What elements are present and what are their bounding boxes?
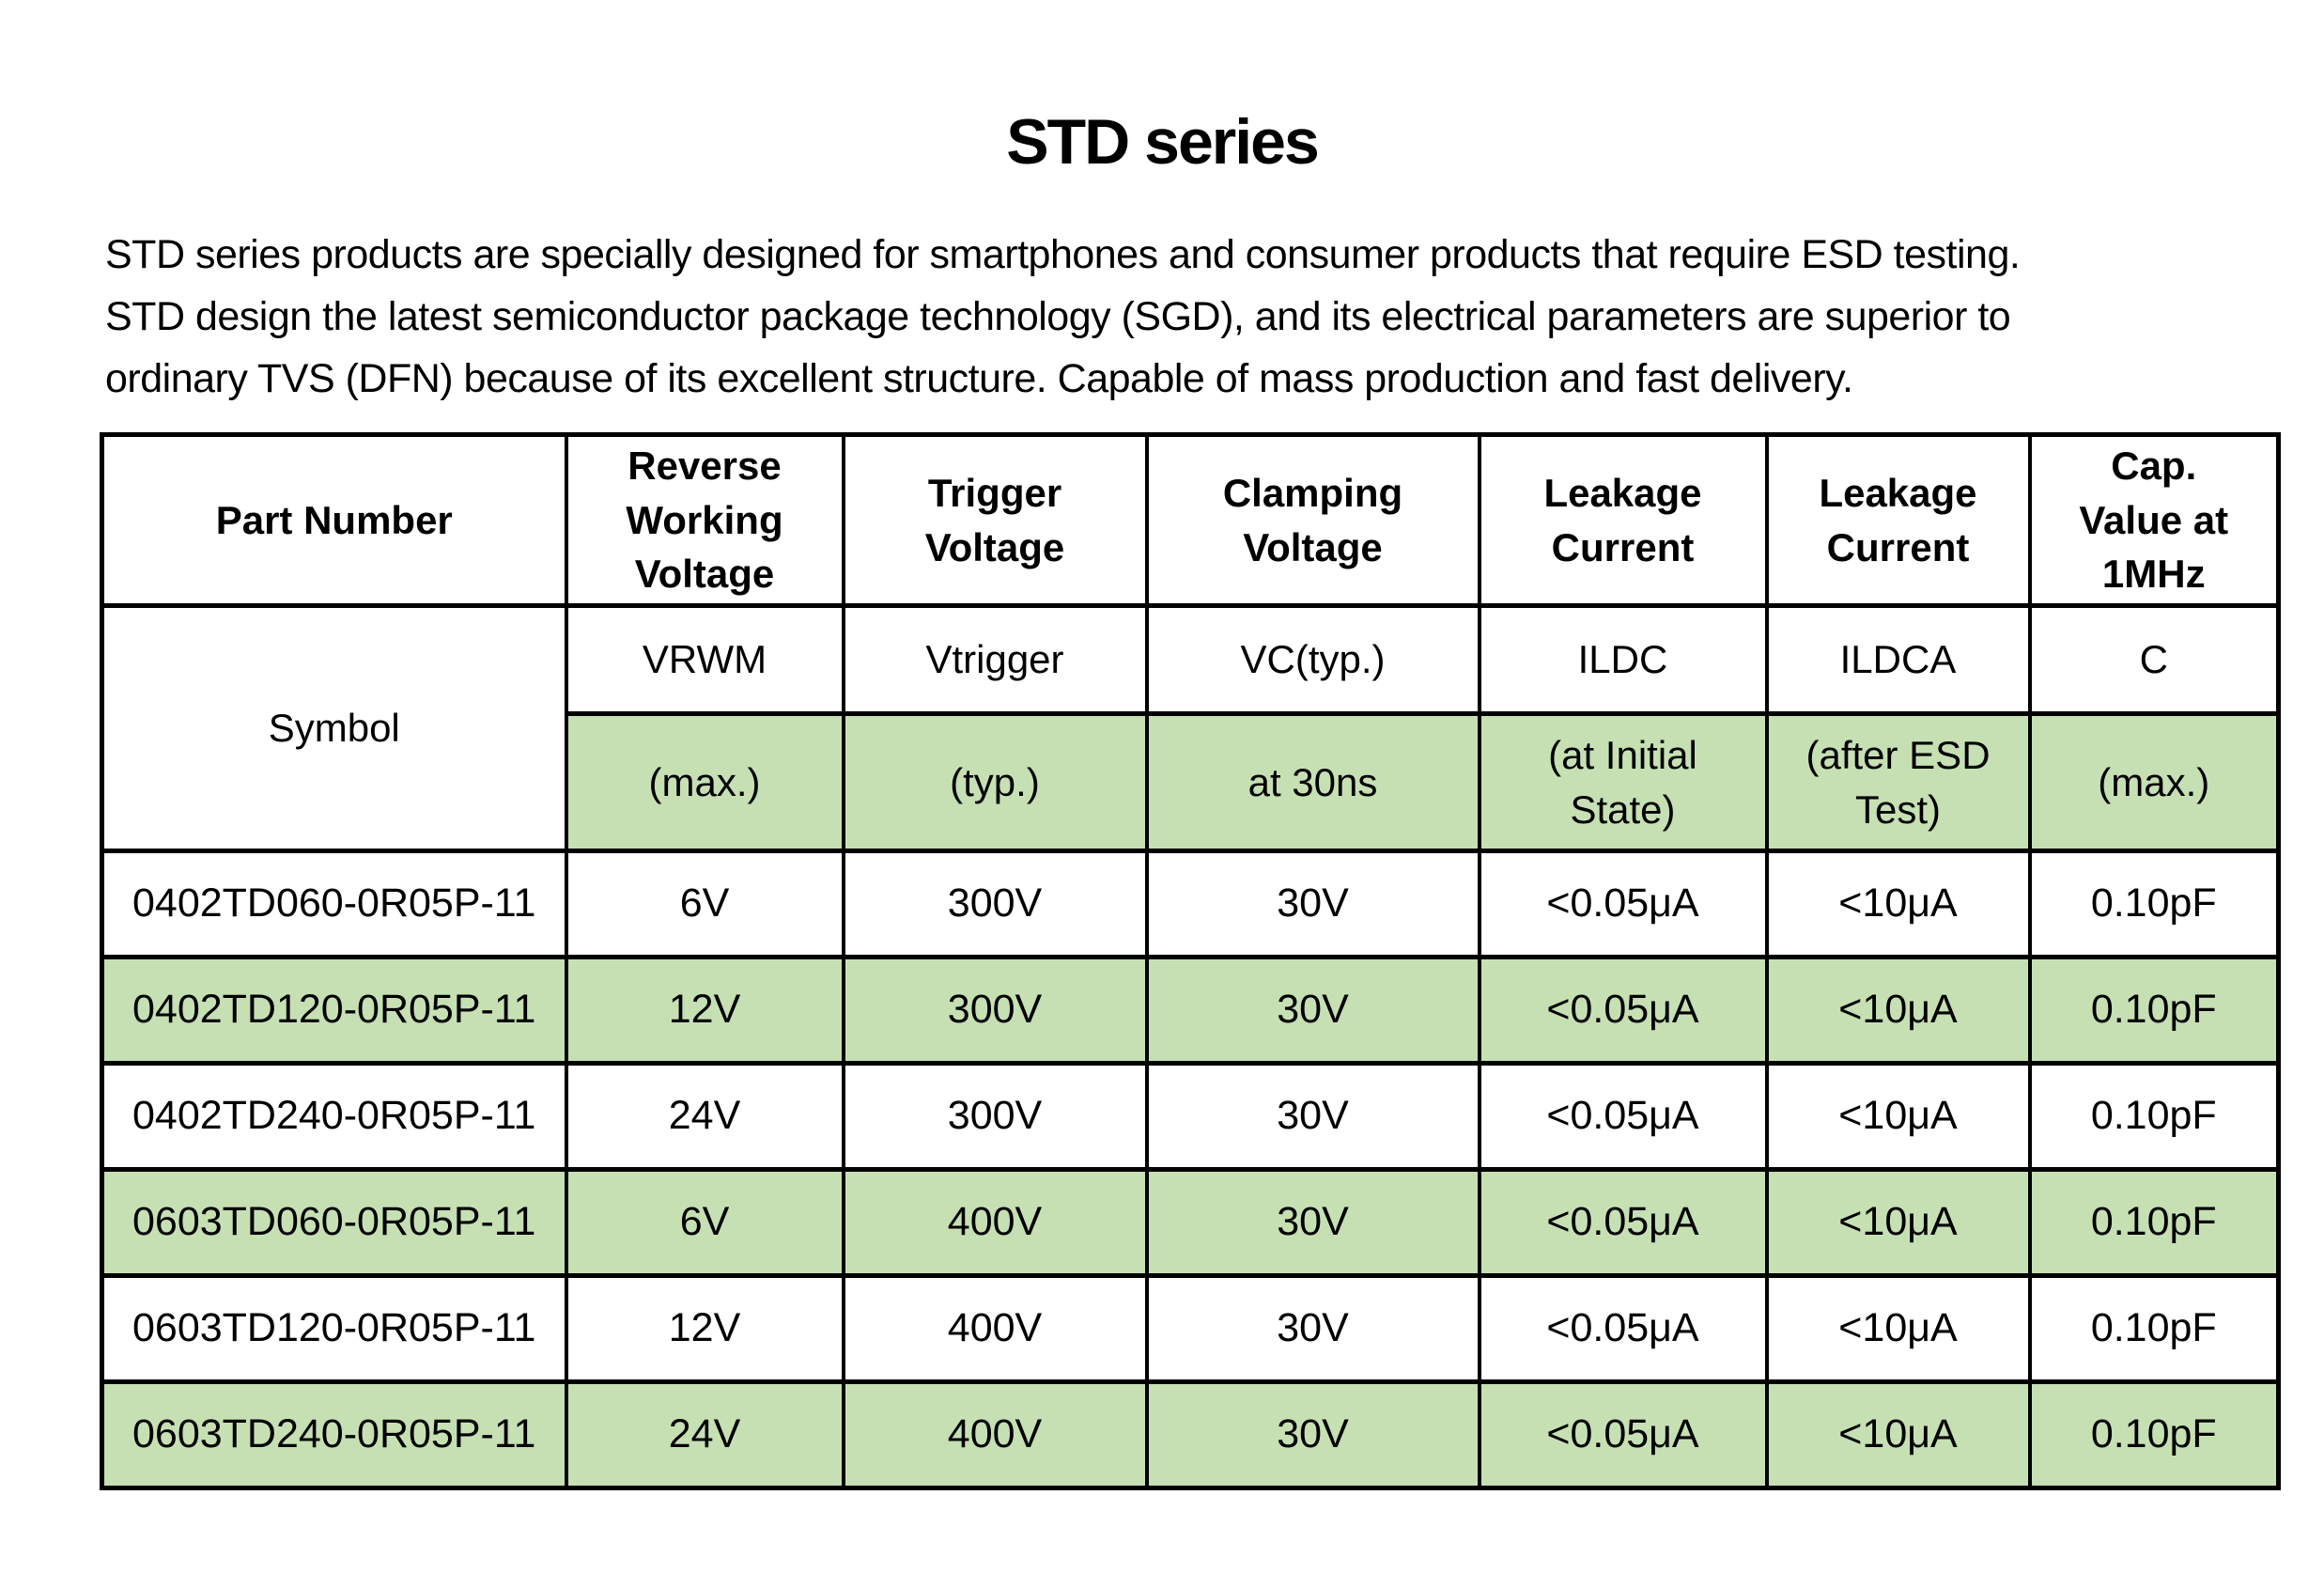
cell-vrwm: 12V [564,955,845,1066]
cell-part-number: 0402TD060-0R05P-11 [100,849,568,959]
cell-cap: 0.10pF [2027,1061,2281,1172]
cell-ildca: <10μA [1764,1379,2032,1490]
header-row: Part Number Reverse Working Voltage Trig… [100,432,2281,608]
header-reverse-working-voltage: Reverse Working Voltage [564,432,845,608]
symbol-ildc: ILDC [1477,603,1769,716]
table-row: 0402TD240-0R05P-11 24V 300V 30V <0.05μA … [100,1061,2281,1172]
cell-vtrigger: 300V [841,849,1149,959]
cell-vrwm: 12V [564,1273,845,1384]
condition-vtrigger: (typ.) [841,711,1149,853]
cell-vc: 30V [1144,1167,1481,1278]
cell-part-number: 0402TD120-0R05P-11 [100,955,568,1066]
cell-vtrigger: 300V [841,955,1149,1066]
cell-vtrigger: 400V [841,1167,1149,1278]
header-clamping-voltage: Clamping Voltage [1144,432,1481,608]
cell-vc: 30V [1144,1379,1481,1490]
condition-vrwm: (max.) [564,711,845,853]
condition-ildc: (at Initial State) [1477,711,1769,853]
header-trigger-voltage: Trigger Voltage [841,432,1149,608]
cell-ildca: <10μA [1764,1167,2032,1278]
cell-vc: 30V [1144,1273,1481,1384]
condition-vc: at 30ns [1144,711,1481,853]
cell-cap: 0.10pF [2027,1379,2281,1490]
cell-ildc: <0.05μA [1477,849,1769,959]
cell-part-number: 0603TD120-0R05P-11 [100,1273,568,1384]
cell-ildc: <0.05μA [1477,1167,1769,1278]
table-row: 0402TD060-0R05P-11 6V 300V 30V <0.05μA <… [100,849,2281,959]
cell-vc: 30V [1144,849,1481,959]
cell-vrwm: 24V [564,1379,845,1490]
header-leakage-current-after: Leakage Current [1764,432,2032,608]
cell-vc: 30V [1144,955,1481,1066]
cell-part-number: 0402TD240-0R05P-11 [100,1061,568,1172]
cell-cap: 0.10pF [2027,955,2281,1066]
symbol-label-cell: Symbol [100,603,568,853]
cell-cap: 0.10pF [2027,849,2281,959]
table-row: 0603TD120-0R05P-11 12V 400V 30V <0.05μA … [100,1273,2281,1384]
description-line-1: STD series products are specially design… [105,232,2021,277]
table-row: 0402TD120-0R05P-11 12V 300V 30V <0.05μA … [100,955,2281,1066]
cell-vrwm: 24V [564,1061,845,1172]
cell-ildc: <0.05μA [1477,1273,1769,1384]
symbol-c: C [2027,603,2281,716]
symbol-vc: VC(typ.) [1144,603,1481,716]
symbol-ildca: ILDCA [1764,603,2032,716]
cell-ildca: <10μA [1764,1061,2032,1172]
cell-ildc: <0.05μA [1477,1061,1769,1172]
symbol-vrwm: VRWM [564,603,845,716]
cell-part-number: 0603TD240-0R05P-11 [100,1379,568,1490]
cell-ildca: <10μA [1764,849,2032,959]
cell-vrwm: 6V [564,1167,845,1278]
symbol-vtrigger: Vtrigger [841,603,1149,716]
description-paragraph: STD series products are specially design… [105,224,2021,410]
cell-ildc: <0.05μA [1477,1379,1769,1490]
cell-vtrigger: 400V [841,1273,1149,1384]
symbol-row: Symbol VRWM Vtrigger VC(typ.) ILDC ILDCA… [100,603,2281,853]
condition-row: (max.) (typ.) at 30ns (at Initial State)… [102,711,2281,853]
spec-table: Part Number Reverse Working Voltage Trig… [100,432,2281,1490]
cell-vtrigger: 300V [841,1061,1149,1172]
cell-part-number: 0603TD060-0R05P-11 [100,1167,568,1278]
condition-cap: (max.) [2027,711,2281,853]
table-row: 0603TD060-0R05P-11 6V 400V 30V <0.05μA <… [100,1167,2281,1278]
cell-vc: 30V [1144,1061,1481,1172]
header-leakage-current-initial: Leakage Current [1477,432,1769,608]
table-row: 0603TD240-0R05P-11 24V 400V 30V <0.05μA … [100,1379,2281,1490]
cell-vtrigger: 400V [841,1379,1149,1490]
page-title: STD series [1006,106,1320,178]
cell-cap: 0.10pF [2027,1167,2281,1278]
description-line-3: ordinary TVS (DFN) because of its excell… [105,356,1853,401]
condition-ildca: (after ESD Test) [1764,711,2032,853]
cell-ildca: <10μA [1764,1273,2032,1384]
header-part-number: Part Number [100,432,568,608]
header-cap-value: Cap. Value at 1MHz [2027,432,2281,608]
cell-ildc: <0.05μA [1477,955,1769,1066]
description-line-2: STD design the latest semiconductor pack… [105,294,2011,339]
cell-cap: 0.10pF [2027,1273,2281,1384]
cell-vrwm: 6V [564,849,845,959]
cell-ildca: <10μA [1764,955,2032,1066]
